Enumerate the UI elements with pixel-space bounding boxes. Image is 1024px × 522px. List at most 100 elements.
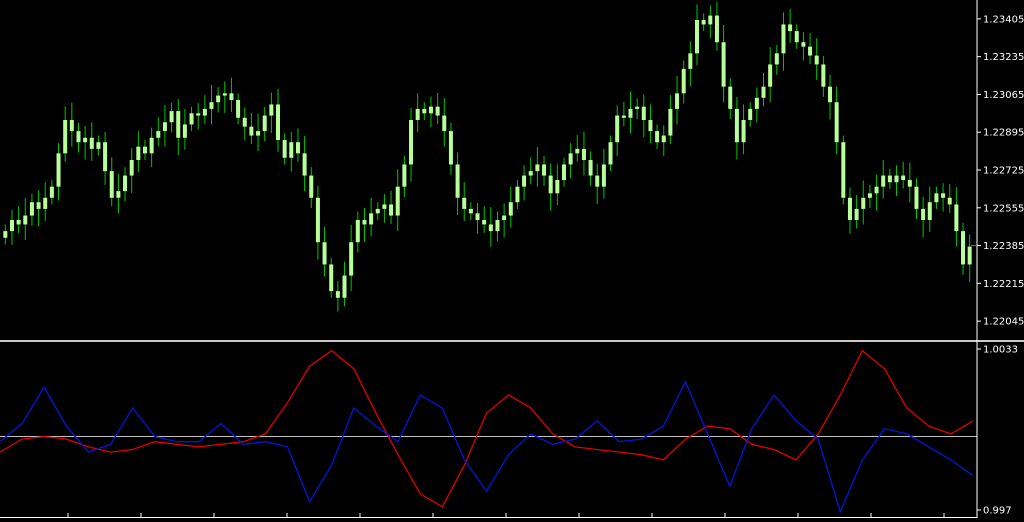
candle-body: [43, 197, 48, 209]
candle-body: [542, 164, 547, 176]
candle-body: [728, 86, 733, 109]
candle-body: [422, 108, 427, 114]
candle-body: [342, 275, 347, 298]
candle-body: [621, 115, 626, 118]
candle-body: [721, 42, 726, 87]
candle-body: [482, 220, 487, 225]
oscillator-lines: [0, 349, 977, 514]
candle-body: [655, 131, 660, 143]
candle-body: [196, 113, 201, 116]
candle-body: [23, 215, 28, 225]
price-tick-label: 1.23235: [983, 52, 1024, 63]
candle-body: [941, 193, 946, 198]
candle-body: [329, 264, 334, 292]
candle-body: [409, 120, 414, 165]
candle-body: [256, 131, 261, 136]
candle-body: [575, 148, 580, 154]
candle-body: [69, 120, 74, 132]
price-tick-label: 1.22385: [983, 241, 1024, 252]
candle-body: [442, 115, 447, 132]
candle-body: [395, 186, 400, 216]
candle-body: [242, 117, 247, 127]
candle-body: [282, 140, 287, 158]
candle-body: [149, 137, 154, 154]
candle-body: [389, 204, 394, 216]
price-tick-label: 1.22045: [983, 317, 1024, 328]
candle-body: [701, 20, 706, 25]
candle-body: [116, 191, 121, 198]
candle-body: [648, 120, 653, 132]
candle-body: [508, 202, 513, 216]
candle-body: [448, 131, 453, 165]
candle-body: [209, 102, 214, 109]
candle-body: [967, 246, 972, 265]
candle-body: [694, 20, 699, 54]
candle-body: [103, 142, 108, 172]
candle-body: [435, 106, 440, 116]
candle-body: [661, 135, 666, 143]
candle-body: [808, 46, 813, 56]
price-tick-label: 1.22555: [983, 203, 1024, 214]
candle-body: [49, 186, 54, 198]
candle-body: [56, 153, 61, 187]
candle-body: [581, 148, 586, 160]
candle-body: [169, 111, 174, 123]
candle-body: [322, 242, 327, 265]
candle-body: [362, 220, 367, 225]
candle-body: [83, 137, 88, 143]
candle-body: [475, 213, 480, 220]
candle-body: [561, 164, 566, 180]
candle-body: [961, 231, 966, 265]
candle-body: [202, 108, 207, 116]
candle-body: [222, 93, 227, 96]
candle-body: [176, 111, 181, 138]
candle-body: [708, 15, 713, 25]
panel-separator: [0, 340, 1024, 342]
candle-body: [295, 142, 300, 154]
candle-body: [828, 86, 833, 103]
candle-body: [814, 55, 819, 65]
candle-body: [914, 186, 919, 209]
candle-body: [3, 231, 8, 238]
candle-body: [269, 104, 274, 116]
candle-body: [754, 97, 759, 109]
candle-body: [216, 95, 221, 103]
candle-body: [867, 193, 872, 198]
candle-body: [734, 108, 739, 143]
candle-body: [535, 164, 540, 172]
candle-body: [921, 208, 926, 220]
oscillator-line-blue: [0, 380, 974, 514]
candle-body: [768, 64, 773, 87]
oscillator-line-red: [0, 349, 974, 508]
candle-body: [36, 202, 41, 209]
candle-body: [861, 197, 866, 209]
candle-body: [601, 164, 606, 187]
candle-body: [568, 153, 573, 165]
price-tick-label: 1.22725: [983, 166, 1024, 177]
price-tick-label: 1.23405: [983, 14, 1024, 25]
candle-body: [615, 115, 620, 143]
candle-body: [748, 108, 753, 120]
candle-body: [901, 175, 906, 180]
candle-body: [189, 113, 194, 125]
candle-body: [229, 93, 234, 100]
candle-body: [428, 106, 433, 114]
candle-body: [502, 215, 507, 220]
candle-body: [588, 160, 593, 176]
candle-body: [29, 202, 34, 216]
candle-body: [123, 175, 128, 192]
candle-body: [182, 124, 187, 138]
candle-body: [774, 53, 779, 65]
candle-body: [874, 186, 879, 194]
candle-body: [927, 202, 932, 220]
candle-body: [515, 186, 520, 203]
candle-body: [635, 106, 640, 109]
candle-body: [528, 171, 533, 176]
candle-body: [302, 153, 307, 176]
candle-body: [841, 142, 846, 198]
candle-body: [455, 164, 460, 198]
candle-body: [847, 197, 852, 220]
